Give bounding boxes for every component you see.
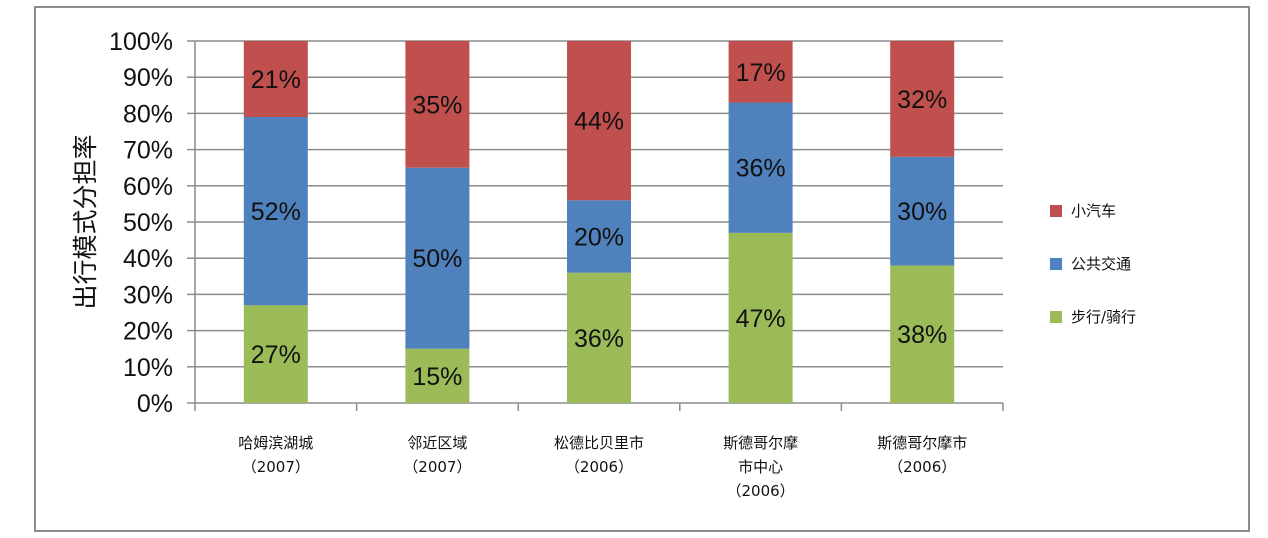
legend-swatch bbox=[1050, 205, 1062, 217]
x-tick-label: 斯德哥尔摩市 bbox=[877, 434, 967, 452]
bar-segment bbox=[405, 41, 470, 168]
bar-segment bbox=[567, 272, 631, 403]
data-label: 21% bbox=[251, 66, 301, 94]
bar-segment bbox=[728, 102, 793, 233]
y-tick-label: 20% bbox=[123, 318, 173, 346]
data-label: 15% bbox=[412, 363, 462, 391]
data-label: 27% bbox=[251, 341, 301, 369]
x-tick-label: 市中心 bbox=[738, 458, 783, 476]
bar-segment bbox=[890, 41, 955, 157]
bar-segment bbox=[890, 156, 955, 266]
data-label: 17% bbox=[736, 59, 786, 87]
bar-segment bbox=[243, 41, 308, 118]
bar-segment bbox=[728, 41, 793, 103]
legend-label: 公共交通 bbox=[1071, 255, 1131, 273]
data-label: 30% bbox=[897, 198, 947, 226]
data-label: 47% bbox=[736, 305, 786, 333]
legend-swatch bbox=[1050, 311, 1062, 323]
data-label: 36% bbox=[736, 155, 786, 183]
bar-segment bbox=[728, 232, 793, 403]
legend-swatch bbox=[1050, 258, 1062, 270]
data-label: 50% bbox=[412, 245, 462, 273]
y-axis-title: 出行模式分担率 bbox=[71, 134, 100, 309]
bar-segment bbox=[405, 167, 470, 349]
x-tick-label: 哈姆滨湖城 bbox=[238, 434, 313, 452]
x-tick-label: （2006） bbox=[888, 458, 956, 476]
data-label: 38% bbox=[897, 321, 947, 349]
chart-frame bbox=[34, 6, 1250, 532]
legend-label: 小汽车 bbox=[1071, 202, 1116, 220]
y-tick-label: 80% bbox=[123, 100, 173, 128]
y-tick-label: 30% bbox=[123, 281, 173, 309]
bar-segment bbox=[567, 200, 631, 273]
legend-label: 步行/骑行 bbox=[1071, 308, 1136, 326]
y-tick-label: 90% bbox=[123, 64, 173, 92]
x-tick-label: （2006） bbox=[727, 482, 795, 500]
x-tick-label: 松德比贝里市 bbox=[554, 434, 644, 452]
x-tick-label: 邻近区域 bbox=[407, 434, 467, 452]
data-label: 35% bbox=[412, 91, 462, 119]
y-tick-label: 40% bbox=[123, 245, 173, 273]
x-tick-label: （2007） bbox=[242, 458, 310, 476]
x-tick-label: （2007） bbox=[403, 458, 471, 476]
x-tick-label: （2006） bbox=[565, 458, 633, 476]
y-tick-label: 70% bbox=[123, 137, 173, 165]
bar-segment bbox=[567, 41, 631, 201]
data-label: 44% bbox=[574, 108, 624, 136]
y-tick-label: 100% bbox=[109, 28, 173, 56]
data-label: 20% bbox=[574, 223, 624, 251]
x-tick-label: 斯德哥尔摩 bbox=[723, 434, 798, 452]
y-tick-label: 60% bbox=[123, 173, 173, 201]
bar-segment bbox=[243, 305, 308, 403]
data-label: 52% bbox=[251, 198, 301, 226]
y-tick-label: 10% bbox=[123, 354, 173, 382]
data-label: 32% bbox=[897, 86, 947, 114]
data-label: 36% bbox=[574, 325, 624, 353]
bar-segment bbox=[243, 117, 308, 306]
y-tick-label: 0% bbox=[137, 390, 173, 418]
y-tick-label: 50% bbox=[123, 209, 173, 237]
bar-segment bbox=[890, 265, 955, 403]
bar-segment bbox=[405, 348, 470, 403]
